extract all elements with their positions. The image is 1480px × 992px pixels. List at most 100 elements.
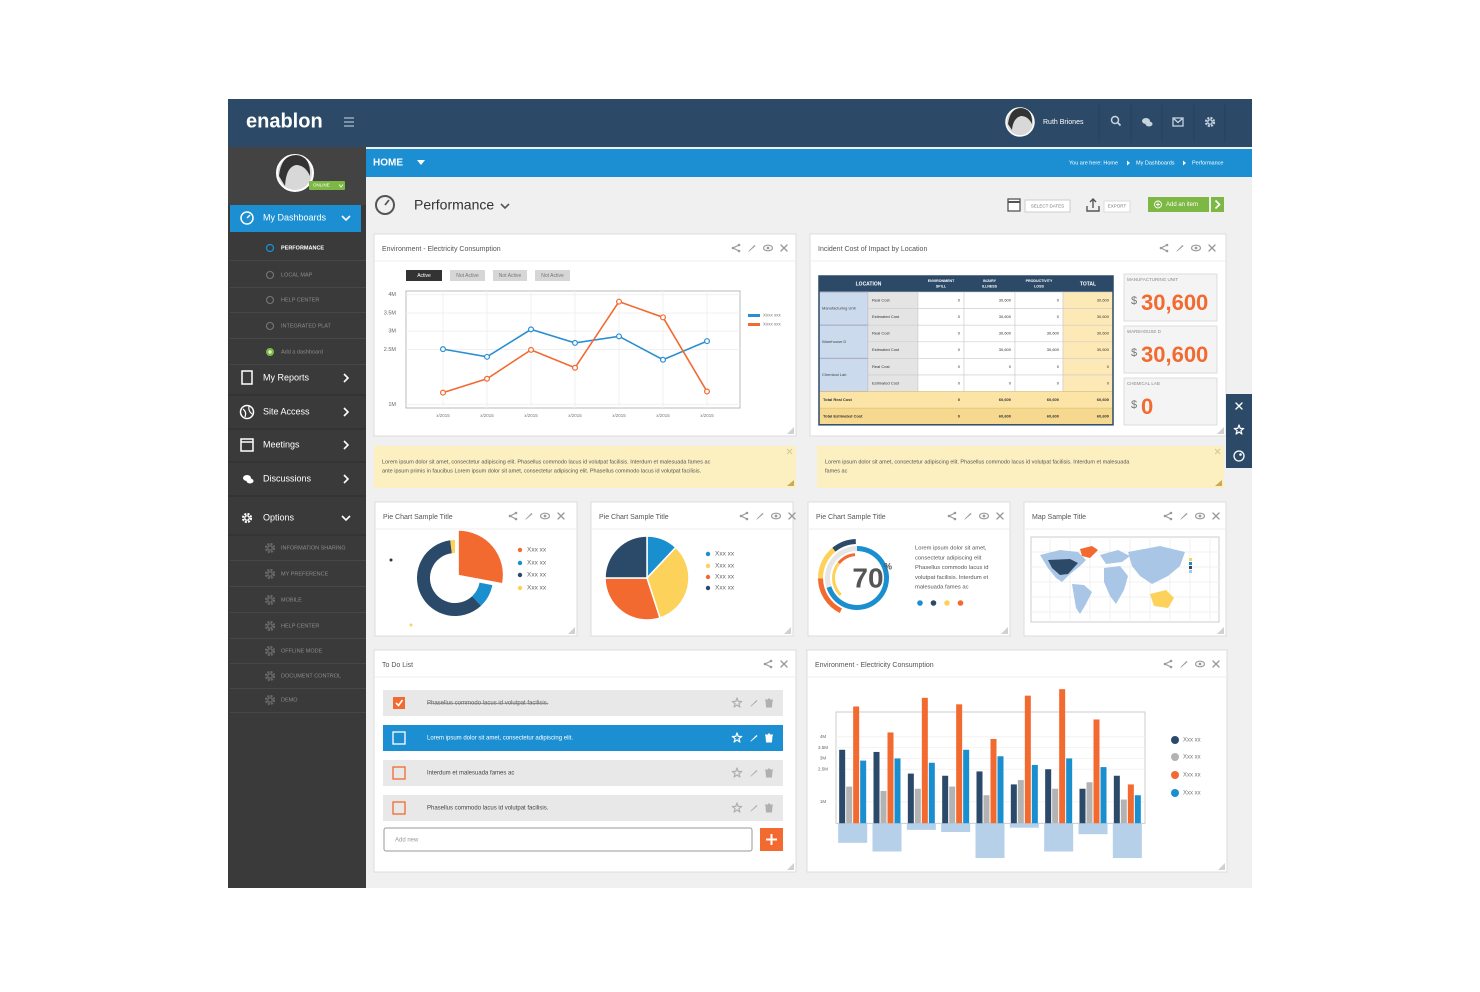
- icon-close[interactable]: [780, 660, 788, 668]
- icon-gear[interactable]: [264, 694, 276, 706]
- icon-gear[interactable]: [264, 568, 276, 580]
- submenu-label[interactable]: INTEGRATED PLAT: [281, 323, 332, 329]
- icon-star[interactable]: [731, 732, 743, 743]
- submenu-label[interactable]: MOBILE: [281, 597, 302, 603]
- icon-view[interactable]: [1194, 512, 1206, 520]
- breadcrumb-item[interactable]: You are here: Home: [1069, 160, 1118, 166]
- checkbox[interactable]: [392, 801, 406, 815]
- icon-view[interactable]: [539, 512, 551, 520]
- icon-close[interactable]: [788, 512, 796, 520]
- icon-edit[interactable]: [1180, 513, 1188, 520]
- user-name[interactable]: Ruth Briones: [1043, 119, 1084, 126]
- icon-edit[interactable]: [964, 513, 972, 520]
- submenu-label[interactable]: OFFLINE MODE: [281, 648, 323, 654]
- tab-label[interactable]: Active: [417, 273, 431, 279]
- icon-close[interactable]: [780, 244, 788, 252]
- icon-star[interactable]: [731, 767, 743, 778]
- icon-share[interactable]: [1163, 511, 1173, 521]
- icon-trash[interactable]: [765, 698, 773, 708]
- icon-mail[interactable]: [1172, 117, 1184, 127]
- icon-edit[interactable]: [756, 513, 764, 520]
- icon-edit[interactable]: [750, 700, 758, 707]
- tab[interactable]: [406, 270, 442, 281]
- todo-item[interactable]: [383, 690, 783, 716]
- icon-gear[interactable]: [1204, 116, 1216, 128]
- icon-view[interactable]: [978, 512, 990, 520]
- input-placeholder[interactable]: Add new: [395, 838, 419, 844]
- icon-chat[interactable]: [243, 475, 254, 484]
- tab[interactable]: [535, 270, 570, 281]
- icon-trash[interactable]: [765, 803, 773, 813]
- tab-label[interactable]: Not Active: [456, 273, 479, 279]
- menu-label[interactable]: My Reports: [263, 372, 310, 382]
- icon-search[interactable]: [1110, 115, 1122, 127]
- menu-item-active[interactable]: [230, 205, 361, 232]
- icon-chat[interactable]: [1142, 118, 1153, 127]
- submenu-label[interactable]: LOCAL MAP: [281, 272, 313, 278]
- tab[interactable]: [450, 270, 485, 281]
- tab[interactable]: [493, 270, 527, 281]
- button-label[interactable]: SELECT DATES: [1031, 204, 1064, 209]
- icon-gear[interactable]: [264, 670, 276, 682]
- icon-close[interactable]: [1235, 402, 1243, 410]
- icon-star[interactable]: [731, 802, 743, 813]
- button[interactable]: [1024, 199, 1071, 213]
- icon-trash[interactable]: [765, 768, 773, 778]
- icon-view[interactable]: [762, 244, 774, 252]
- tab-label[interactable]: Not Active: [499, 273, 522, 279]
- pager-dot[interactable]: [957, 600, 964, 606]
- todo-item[interactable]: [383, 795, 783, 821]
- icon-gear[interactable]: [264, 594, 276, 606]
- submenu-label[interactable]: INFORMATION SHARING: [281, 545, 346, 551]
- icon-close[interactable]: [996, 512, 1004, 520]
- icon-close[interactable]: [557, 512, 565, 520]
- breadcrumb-item[interactable]: My Dashboards: [1136, 160, 1175, 166]
- todo-item[interactable]: [383, 760, 783, 786]
- icon-share[interactable]: [763, 659, 773, 669]
- submenu-label[interactable]: PERFORMANCE: [281, 245, 324, 251]
- menu-label[interactable]: Discussions: [263, 473, 312, 483]
- button-label[interactable]: Add an item: [1166, 202, 1198, 208]
- icon-share[interactable]: [731, 243, 741, 253]
- menu-label[interactable]: Options: [263, 512, 295, 522]
- submenu-label[interactable]: Add a dashboard: [281, 349, 323, 355]
- add-button[interactable]: [1148, 197, 1209, 212]
- todo-input[interactable]: [383, 827, 753, 852]
- menu-label[interactable]: My Dashboards: [263, 212, 327, 222]
- icon-view[interactable]: [1194, 660, 1206, 668]
- submenu-label[interactable]: HELP CENTER: [281, 297, 319, 303]
- icon-gear[interactable]: [264, 645, 276, 657]
- pager-dot[interactable]: [944, 600, 950, 606]
- icon-gear[interactable]: [264, 542, 276, 554]
- icon-edit[interactable]: [750, 770, 758, 777]
- pager-dot[interactable]: [917, 600, 923, 606]
- palette-icon[interactable]: [1233, 450, 1245, 462]
- button-label[interactable]: EXPORT: [1108, 204, 1127, 209]
- icon-edit[interactable]: [750, 805, 758, 812]
- icon-share[interactable]: [508, 511, 518, 521]
- menu-label[interactable]: Meetings: [263, 439, 300, 449]
- submenu-label[interactable]: HELP CENTER: [281, 623, 319, 629]
- checkbox[interactable]: [392, 766, 406, 780]
- submenu-label[interactable]: MY PREFERENCE: [281, 571, 329, 577]
- icon-close[interactable]: [1208, 244, 1216, 252]
- icon-edit[interactable]: [1180, 661, 1188, 668]
- checkbox[interactable]: [392, 731, 406, 745]
- icon-close[interactable]: [1212, 660, 1220, 668]
- todo-item[interactable]: [383, 725, 783, 751]
- icon-star[interactable]: [731, 697, 743, 708]
- submenu-label[interactable]: DEMO: [281, 697, 298, 703]
- icon-edit[interactable]: [750, 735, 758, 742]
- pager-dot[interactable]: [930, 600, 937, 606]
- icon-view[interactable]: [1190, 244, 1202, 252]
- icon-edit[interactable]: [1176, 245, 1184, 252]
- tab-label[interactable]: Not Active: [541, 273, 564, 279]
- icon-close[interactable]: [1212, 512, 1220, 520]
- icon-share[interactable]: [1163, 659, 1173, 669]
- icon-gear[interactable]: [241, 512, 253, 524]
- menu-label[interactable]: Site Access: [263, 406, 310, 416]
- icon-star[interactable]: [1233, 424, 1245, 435]
- submenu-label[interactable]: DOCUMENT CONTROL: [281, 673, 341, 679]
- icon-edit[interactable]: [748, 245, 756, 252]
- icon-share[interactable]: [739, 511, 749, 521]
